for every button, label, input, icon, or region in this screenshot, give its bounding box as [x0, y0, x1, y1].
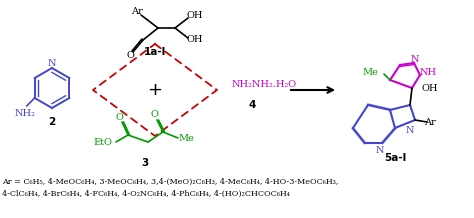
- Text: EtO: EtO: [93, 138, 112, 146]
- Text: N: N: [406, 126, 414, 135]
- Text: +: +: [147, 81, 163, 99]
- Text: OH: OH: [422, 83, 438, 92]
- Text: N: N: [48, 58, 56, 68]
- Text: NH₂NH₂.H₂O: NH₂NH₂.H₂O: [232, 80, 297, 89]
- Text: O: O: [126, 51, 134, 60]
- Text: N: N: [376, 145, 384, 155]
- Text: N: N: [411, 54, 419, 63]
- Text: Ar: Ar: [131, 7, 143, 15]
- Text: 5a-l: 5a-l: [384, 153, 406, 163]
- Text: NH₂: NH₂: [14, 109, 35, 118]
- Text: O: O: [150, 109, 158, 119]
- Text: 4: 4: [248, 100, 255, 110]
- Text: Ar = C₆H₅, 4-MeOC₆H₄, 3-MeOC₆H₄, 3,4-(MeO)₂C₆H₃, 4-MeC₆H₄, 4-HO-3-MeOC₆H₃,: Ar = C₆H₅, 4-MeOC₆H₄, 3-MeOC₆H₄, 3,4-(Me…: [2, 178, 338, 186]
- Text: Me: Me: [362, 68, 378, 77]
- Text: O: O: [115, 112, 123, 121]
- Text: NH: NH: [419, 68, 437, 77]
- Text: 4-ClC₆H₄, 4-BrC₆H₄, 4-FC₆H₄, 4-O₂NC₆H₄, 4-PhC₆H₄, 4-(HO)₂CHCOC₆H₄: 4-ClC₆H₄, 4-BrC₆H₄, 4-FC₆H₄, 4-O₂NC₆H₄, …: [2, 190, 290, 198]
- Text: Ar: Ar: [424, 118, 436, 126]
- Text: 2: 2: [48, 117, 55, 127]
- Text: 1a-l: 1a-l: [144, 47, 166, 57]
- Text: OH: OH: [187, 10, 203, 19]
- Text: Me: Me: [178, 133, 194, 143]
- Text: OH: OH: [187, 36, 203, 44]
- Text: 3: 3: [141, 158, 149, 168]
